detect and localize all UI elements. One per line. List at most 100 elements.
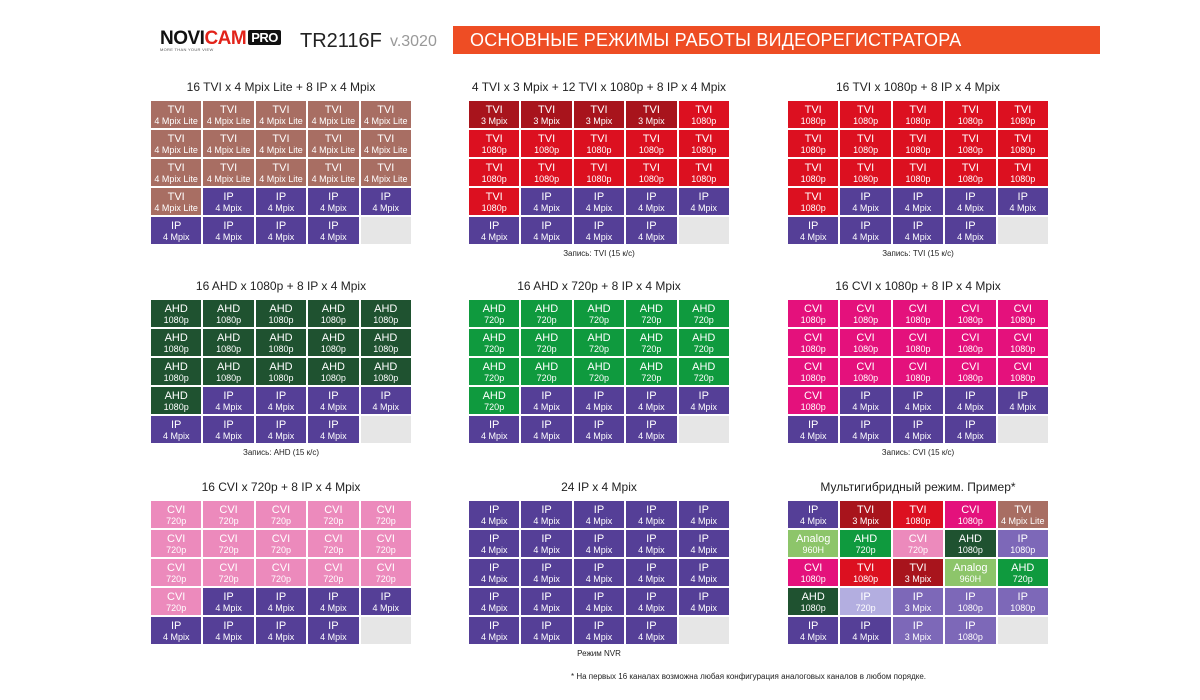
channel-type: CVI bbox=[961, 360, 980, 373]
channel-cell: CVI 1080p bbox=[787, 328, 840, 357]
mode-panel: Мультигибридный режим. Пример* IP 4 Mpix TV… bbox=[787, 479, 1049, 659]
channel-cell: IP 4 Mpix bbox=[625, 529, 678, 558]
channel-cell: CVI 1080p bbox=[839, 357, 892, 386]
channel-type: TVI bbox=[961, 103, 979, 116]
channel-cell: IP 4 Mpix bbox=[359, 587, 412, 616]
channel-type: TVI bbox=[220, 161, 238, 174]
channel-type: TVI bbox=[324, 161, 342, 174]
channel-resolution: 1080p bbox=[1010, 144, 1036, 155]
channel-type: TVI bbox=[590, 161, 608, 174]
channel-type: TVI bbox=[695, 161, 713, 174]
channel-type: CVI bbox=[804, 302, 823, 315]
channel-type: TVI bbox=[485, 190, 503, 203]
channel-resolution: 720p bbox=[270, 515, 291, 526]
channel-type: TVI bbox=[804, 190, 822, 203]
channel-resolution: 4 Mpix bbox=[638, 231, 665, 242]
channel-resolution: 1080p bbox=[216, 314, 242, 325]
channel-type: TVI bbox=[695, 132, 713, 145]
channel-cell: CVI 720p bbox=[254, 558, 308, 587]
channel-resolution: 1080p bbox=[481, 202, 507, 213]
channel-type: IP bbox=[541, 590, 552, 603]
channel-resolution: 1080p bbox=[373, 343, 399, 354]
channel-type: AHD bbox=[216, 302, 241, 315]
channel-type: TVI bbox=[377, 161, 395, 174]
channel-resolution: 4 Mpix Lite bbox=[154, 144, 198, 155]
channel-grid: IP 4 Mpix TVI 3 Mpix TVI 1080p CVI 1080p TVI 4 Mp… bbox=[787, 500, 1049, 645]
channel-resolution: 1080p bbox=[320, 314, 346, 325]
channel-cell: IP 4 Mpix bbox=[677, 187, 730, 216]
channel-resolution: 720p bbox=[484, 401, 505, 412]
channel-resolution: 4 Mpix bbox=[480, 231, 508, 242]
channel-type: TVI bbox=[590, 103, 608, 116]
channel-type: IP bbox=[541, 561, 552, 574]
channel-cell: TVI 4 Mpix Lite bbox=[202, 158, 255, 187]
channel-cell: TVI 4 Mpix Lite bbox=[150, 129, 203, 158]
channel-type: TVI bbox=[1014, 103, 1032, 116]
channel-resolution: 1080p bbox=[481, 144, 507, 155]
channel-type: TVI bbox=[909, 103, 927, 116]
channel-resolution: 720p bbox=[693, 314, 714, 325]
channel-type: IP bbox=[646, 219, 657, 232]
channel-cell: AHD 720p bbox=[677, 357, 730, 386]
channel-resolution: 1080p bbox=[638, 144, 664, 155]
channel-cell: TVI 4 Mpix Lite bbox=[254, 100, 308, 129]
channel-resolution: 4 Mpix bbox=[267, 430, 295, 441]
channel-cell: TVI 1080p bbox=[944, 129, 997, 158]
empty-cell bbox=[359, 616, 412, 645]
channel-type: IP bbox=[541, 532, 552, 545]
channel-cell: CVI 720p bbox=[307, 500, 360, 529]
channel-resolution: 1080p bbox=[373, 372, 399, 383]
channel-cell: IP 4 Mpix bbox=[520, 216, 573, 245]
channel-resolution: 1080p bbox=[800, 372, 826, 383]
channel-cell: TVI 1080p bbox=[839, 100, 892, 129]
channel-grid: TVI 3 Mpix TVI 3 Mpix TVI 3 Mpix TVI 3 Mpix TVI 1… bbox=[468, 100, 730, 245]
channel-resolution: 1080p bbox=[268, 372, 294, 383]
channel-cell: TVI 1080p bbox=[839, 158, 892, 187]
channel-resolution: 4 Mpix Lite bbox=[311, 144, 356, 155]
channel-cell: CVI 720p bbox=[359, 500, 412, 529]
channel-cell: TVI 3 Mpix bbox=[625, 100, 678, 129]
channel-resolution: 4 Mpix bbox=[533, 544, 560, 555]
channel-type: CVI bbox=[1013, 360, 1032, 373]
channel-cell: TVI 1080p bbox=[468, 158, 521, 187]
channel-cell: TVI 3 Mpix bbox=[891, 558, 945, 587]
channel-type: IP bbox=[593, 561, 605, 574]
channel-type: AHD bbox=[587, 331, 611, 344]
channel-type: AHD bbox=[482, 389, 506, 402]
channel-cell: TVI 1080p bbox=[625, 158, 678, 187]
channel-cell: TVI 1080p bbox=[677, 100, 730, 129]
channel-resolution: 1080p bbox=[373, 314, 399, 325]
channel-cell: AHD 720p bbox=[468, 357, 521, 386]
channel-resolution: 4 Mpix bbox=[799, 631, 827, 642]
channel-cell: TVI 1080p bbox=[625, 129, 678, 158]
channel-resolution: 1080p bbox=[586, 173, 612, 184]
channel-type: AHD bbox=[374, 302, 398, 315]
channel-type: CVI bbox=[1013, 331, 1032, 344]
channel-type: IP bbox=[965, 190, 976, 203]
channel-cell: IP 4 Mpix bbox=[150, 216, 203, 245]
channel-cell: IP 4 Mpix bbox=[572, 386, 626, 415]
channel-type: IP bbox=[223, 219, 234, 232]
channel-resolution: 4 Mpix bbox=[957, 231, 984, 242]
channel-cell: IP 4 Mpix bbox=[572, 616, 626, 645]
channel-cell: CVI 1080p bbox=[787, 299, 840, 328]
channel-cell: AHD 1080p bbox=[307, 357, 360, 386]
channel-resolution: 4 Mpix bbox=[904, 401, 932, 412]
channel-cell: CVI 720p bbox=[202, 500, 255, 529]
channel-type: AHD bbox=[482, 360, 506, 373]
channel-type: CVI bbox=[167, 590, 186, 603]
channel-cell: IP 1080p bbox=[944, 587, 997, 616]
channel-type: IP bbox=[807, 503, 819, 516]
channel-cell: TVI 1080p bbox=[787, 158, 840, 187]
panel-title: 24 IP x 4 Mpix bbox=[561, 480, 637, 494]
channel-cell: TVI 3 Mpix bbox=[520, 100, 573, 129]
channel-cell: IP 4 Mpix bbox=[625, 500, 678, 529]
channel-cell: IP 4 Mpix bbox=[787, 616, 840, 645]
channel-resolution: 4 Mpix bbox=[480, 430, 508, 441]
channel-cell: TVI 3 Mpix bbox=[839, 500, 892, 529]
channel-type: IP bbox=[807, 219, 819, 232]
channel-resolution: 4 Mpix bbox=[957, 430, 984, 441]
channel-type: AHD bbox=[269, 360, 293, 373]
channel-type: AHD bbox=[321, 302, 345, 315]
channel-cell: CVI 720p bbox=[150, 529, 203, 558]
